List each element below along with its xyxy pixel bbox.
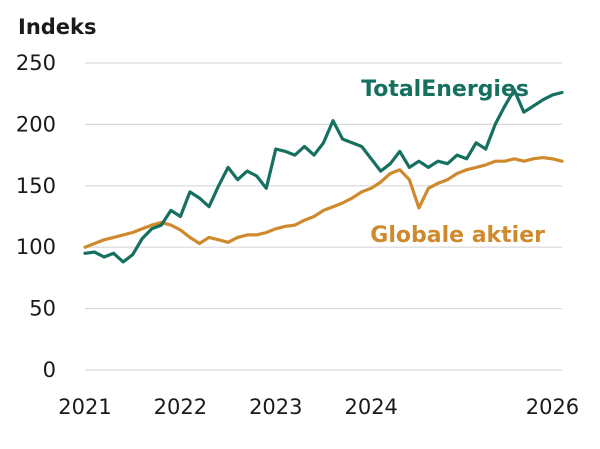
- chart-title: Indeks: [18, 15, 97, 39]
- series-label-totalenergies: TotalEnergies: [361, 77, 529, 102]
- series-line-globale-aktier: [83, 156, 564, 249]
- y-tick-label: 150: [16, 174, 56, 198]
- x-tick-label: 2021: [58, 395, 111, 419]
- x-tick-label: 2022: [154, 395, 207, 419]
- series-lines: [83, 88, 564, 264]
- y-tick-label: 100: [16, 235, 56, 259]
- y-axis-ticks: 0 50 100 150 200 250: [16, 51, 56, 382]
- x-tick-label: 2023: [249, 395, 302, 419]
- x-axis-ticks: 2021 2022 2023 2024 2026: [58, 395, 579, 419]
- series-label-globale-aktier: Globale aktier: [370, 223, 545, 248]
- y-tick-label: 50: [29, 297, 56, 321]
- x-tick-label: 2024: [344, 395, 397, 419]
- x-tick-label: 2026: [526, 395, 579, 419]
- gridlines: [85, 62, 562, 371]
- y-tick-label: 200: [16, 112, 56, 136]
- series-labels: TotalEnergies Globale aktier: [361, 77, 545, 248]
- y-tick-label: 250: [16, 51, 56, 75]
- series-line-totalenergies: [83, 88, 564, 264]
- y-tick-label: 0: [43, 358, 56, 382]
